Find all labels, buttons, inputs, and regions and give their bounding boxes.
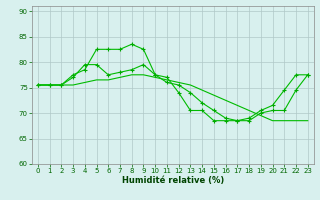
X-axis label: Humidité relative (%): Humidité relative (%) — [122, 176, 224, 185]
